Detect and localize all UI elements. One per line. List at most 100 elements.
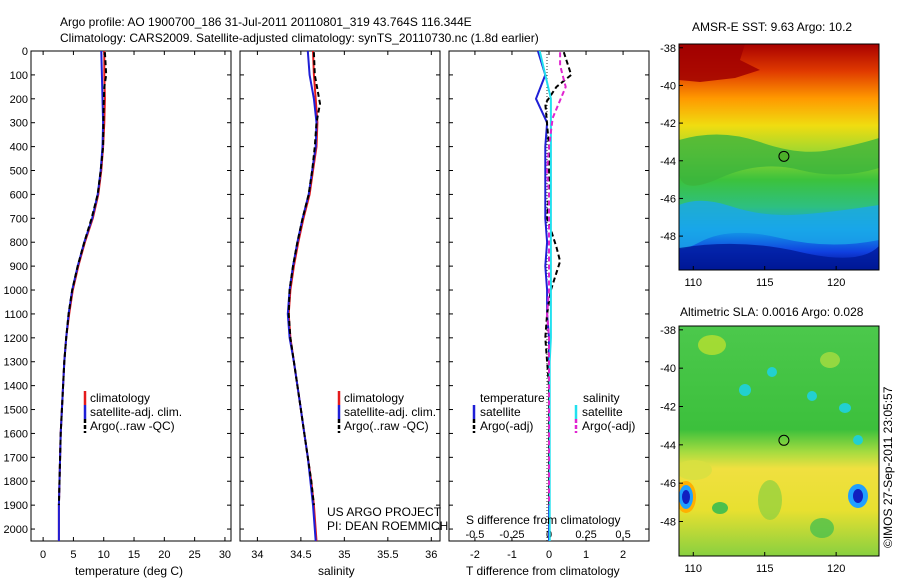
x-tick-label: 5 (70, 549, 76, 561)
map-y-tick-label: -46 (660, 193, 676, 205)
argo-position-marker (778, 434, 790, 446)
x-tick-label: 30 (219, 549, 231, 561)
x-tick-label: 2 (620, 549, 626, 561)
y-tick-label: 1600 (4, 428, 28, 440)
map-y-tick-label: -44 (660, 440, 676, 452)
temperature-x-label: temperature (deg C) (75, 564, 183, 578)
legend-label-satellite: satellite-adj. clim. (90, 405, 182, 419)
sla-patch (758, 480, 782, 520)
y-tick-label: 1100 (4, 309, 28, 321)
sal-diff-tick-label: 0.25 (575, 529, 596, 541)
argo-position-marker (778, 150, 790, 162)
x-tick-label: 34.5 (290, 549, 311, 561)
sst-map-title: AMSR-E SST: 9.63 Argo: 10.2 (692, 20, 852, 34)
sal-diff-tick-label: 0.5 (615, 529, 630, 541)
sla-patch (767, 367, 777, 377)
difference-panel: -2 -1 0 1 2 -0.5 -0.25 0 0.25 0.5 T difference f… (448, 50, 650, 578)
map-x-tick-label: 115 (756, 277, 774, 289)
header-line2: Climatology: CARS2009. Satellite-adjuste… (60, 31, 539, 45)
salinity-y-ticks (240, 50, 440, 530)
y-tick-label: 700 (10, 213, 28, 225)
legend-label-climatology: climatology (344, 391, 404, 405)
y-tick-label: 2000 (4, 524, 28, 536)
sla-map-frame (678, 325, 880, 557)
map-y-tick-label: -44 (660, 156, 676, 168)
map-y-tick-label: -42 (660, 118, 676, 130)
legend-label-sal-satellite: satellite (582, 405, 623, 419)
temperature-y-ticks: 0 100 200 300 400 500 600 700 800 900 1000 1100 1200… (4, 46, 231, 536)
sla-eddy-core (853, 489, 863, 503)
legend-group-temperature: temperature (480, 391, 545, 405)
y-tick-label: 600 (10, 189, 28, 201)
map-x-tick-label: 120 (827, 277, 845, 289)
temperature-legend: climatology satellite-adj. clim. Argo(..… (83, 391, 182, 433)
sla-patch (698, 335, 726, 355)
y-tick-label: 200 (10, 94, 28, 106)
map-y-tick-label: -42 (660, 402, 676, 414)
credit-pi: PI: DEAN ROEMMICH (327, 519, 448, 533)
sla-patch (839, 403, 851, 413)
map-y-tick-label: -48 (660, 517, 676, 529)
sla-patch (820, 352, 840, 368)
y-tick-label: 1300 (4, 357, 28, 369)
y-tick-label: 1500 (4, 405, 28, 417)
map-x-tick-label: 110 (685, 563, 703, 575)
temperature-plot-frame (30, 50, 232, 542)
map-x-tick-label: 120 (827, 563, 845, 575)
sst-map: AMSR-E SST: 9.63 Argo: 10.2 110 115 120 -38… (660, 20, 880, 289)
y-tick-label: 1000 (4, 285, 28, 297)
sla-patch (739, 384, 751, 396)
y-tick-label: 1400 (4, 381, 28, 393)
salinity-series (286, 50, 322, 542)
sst-deep-cold (679, 243, 879, 270)
y-tick-label: 300 (10, 118, 28, 130)
x-tick-label: 0 (546, 549, 552, 561)
y-tick-label: 800 (10, 237, 28, 249)
sla-eddy-core (682, 490, 690, 504)
sst-front-band (679, 134, 879, 186)
sst-heatmap (679, 44, 879, 270)
legend-label-climatology: climatology (90, 391, 150, 405)
difference-top-label: S difference from climatology (466, 513, 621, 527)
sst-map-frame (678, 43, 880, 271)
series-line-argo-raw-qc- (287, 52, 322, 506)
x-tick-label: -1 (507, 549, 517, 561)
credit-project: US ARGO PROJECT (327, 505, 442, 519)
difference-legend: temperature salinity satellite Argo(-adj… (472, 391, 635, 433)
map-y-tick-label: -48 (660, 231, 676, 243)
y-tick-label: 1800 (4, 476, 28, 488)
map-y-tick-label: -38 (660, 325, 676, 337)
y-tick-label: 100 (10, 70, 28, 82)
sal-diff-tick-label: -0.25 (499, 529, 524, 541)
map-x-tick-label: 110 (685, 277, 703, 289)
x-tick-label: 25 (189, 549, 201, 561)
difference-x-ticks: -2 -1 0 1 2 (449, 50, 649, 561)
salinity-panel: 34 34.5 35 35.5 36 salinity climatology sate… (239, 50, 448, 578)
x-tick-label: -2 (470, 549, 480, 561)
legend-label-argo: Argo(..raw -QC) (90, 419, 175, 433)
legend-label-temp-satellite: satellite (480, 405, 521, 419)
salinity-x-ticks: 34 34.5 35 35.5 36 (251, 51, 437, 561)
x-tick-label: 10 (98, 549, 110, 561)
imos-credit: ©IMOS 27-Sep-2011 23:05:57 (881, 386, 895, 548)
sst-cold-band (679, 200, 879, 249)
temperature-series (57, 50, 108, 541)
x-tick-label: 1 (583, 549, 589, 561)
map-x-tick-label: 115 (756, 563, 774, 575)
salinity-legend: climatology satellite-adj. clim. Argo(..… (337, 391, 436, 433)
difference-x-label: T difference from climatology (466, 564, 620, 578)
series-line-salinity-argo-adj- (546, 52, 567, 506)
sla-patch (807, 391, 817, 401)
sla-map-ticks: 110 115 120 -38 -40 -42 -44 -46 -48 (660, 325, 845, 575)
x-tick-label: 35 (338, 549, 350, 561)
x-tick-label: 35.5 (377, 549, 398, 561)
legend-group-salinity: salinity (583, 391, 620, 405)
map-y-tick-label: -46 (660, 478, 676, 490)
map-y-tick-label: -38 (660, 43, 676, 55)
y-tick-label: 900 (10, 261, 28, 273)
sst-map-ticks: 110 115 120 -38 -40 -42 -44 -46 -48 (660, 43, 845, 289)
x-tick-label: 34 (251, 549, 263, 561)
y-tick-label: 1700 (4, 452, 28, 464)
y-tick-label: 500 (10, 166, 28, 178)
